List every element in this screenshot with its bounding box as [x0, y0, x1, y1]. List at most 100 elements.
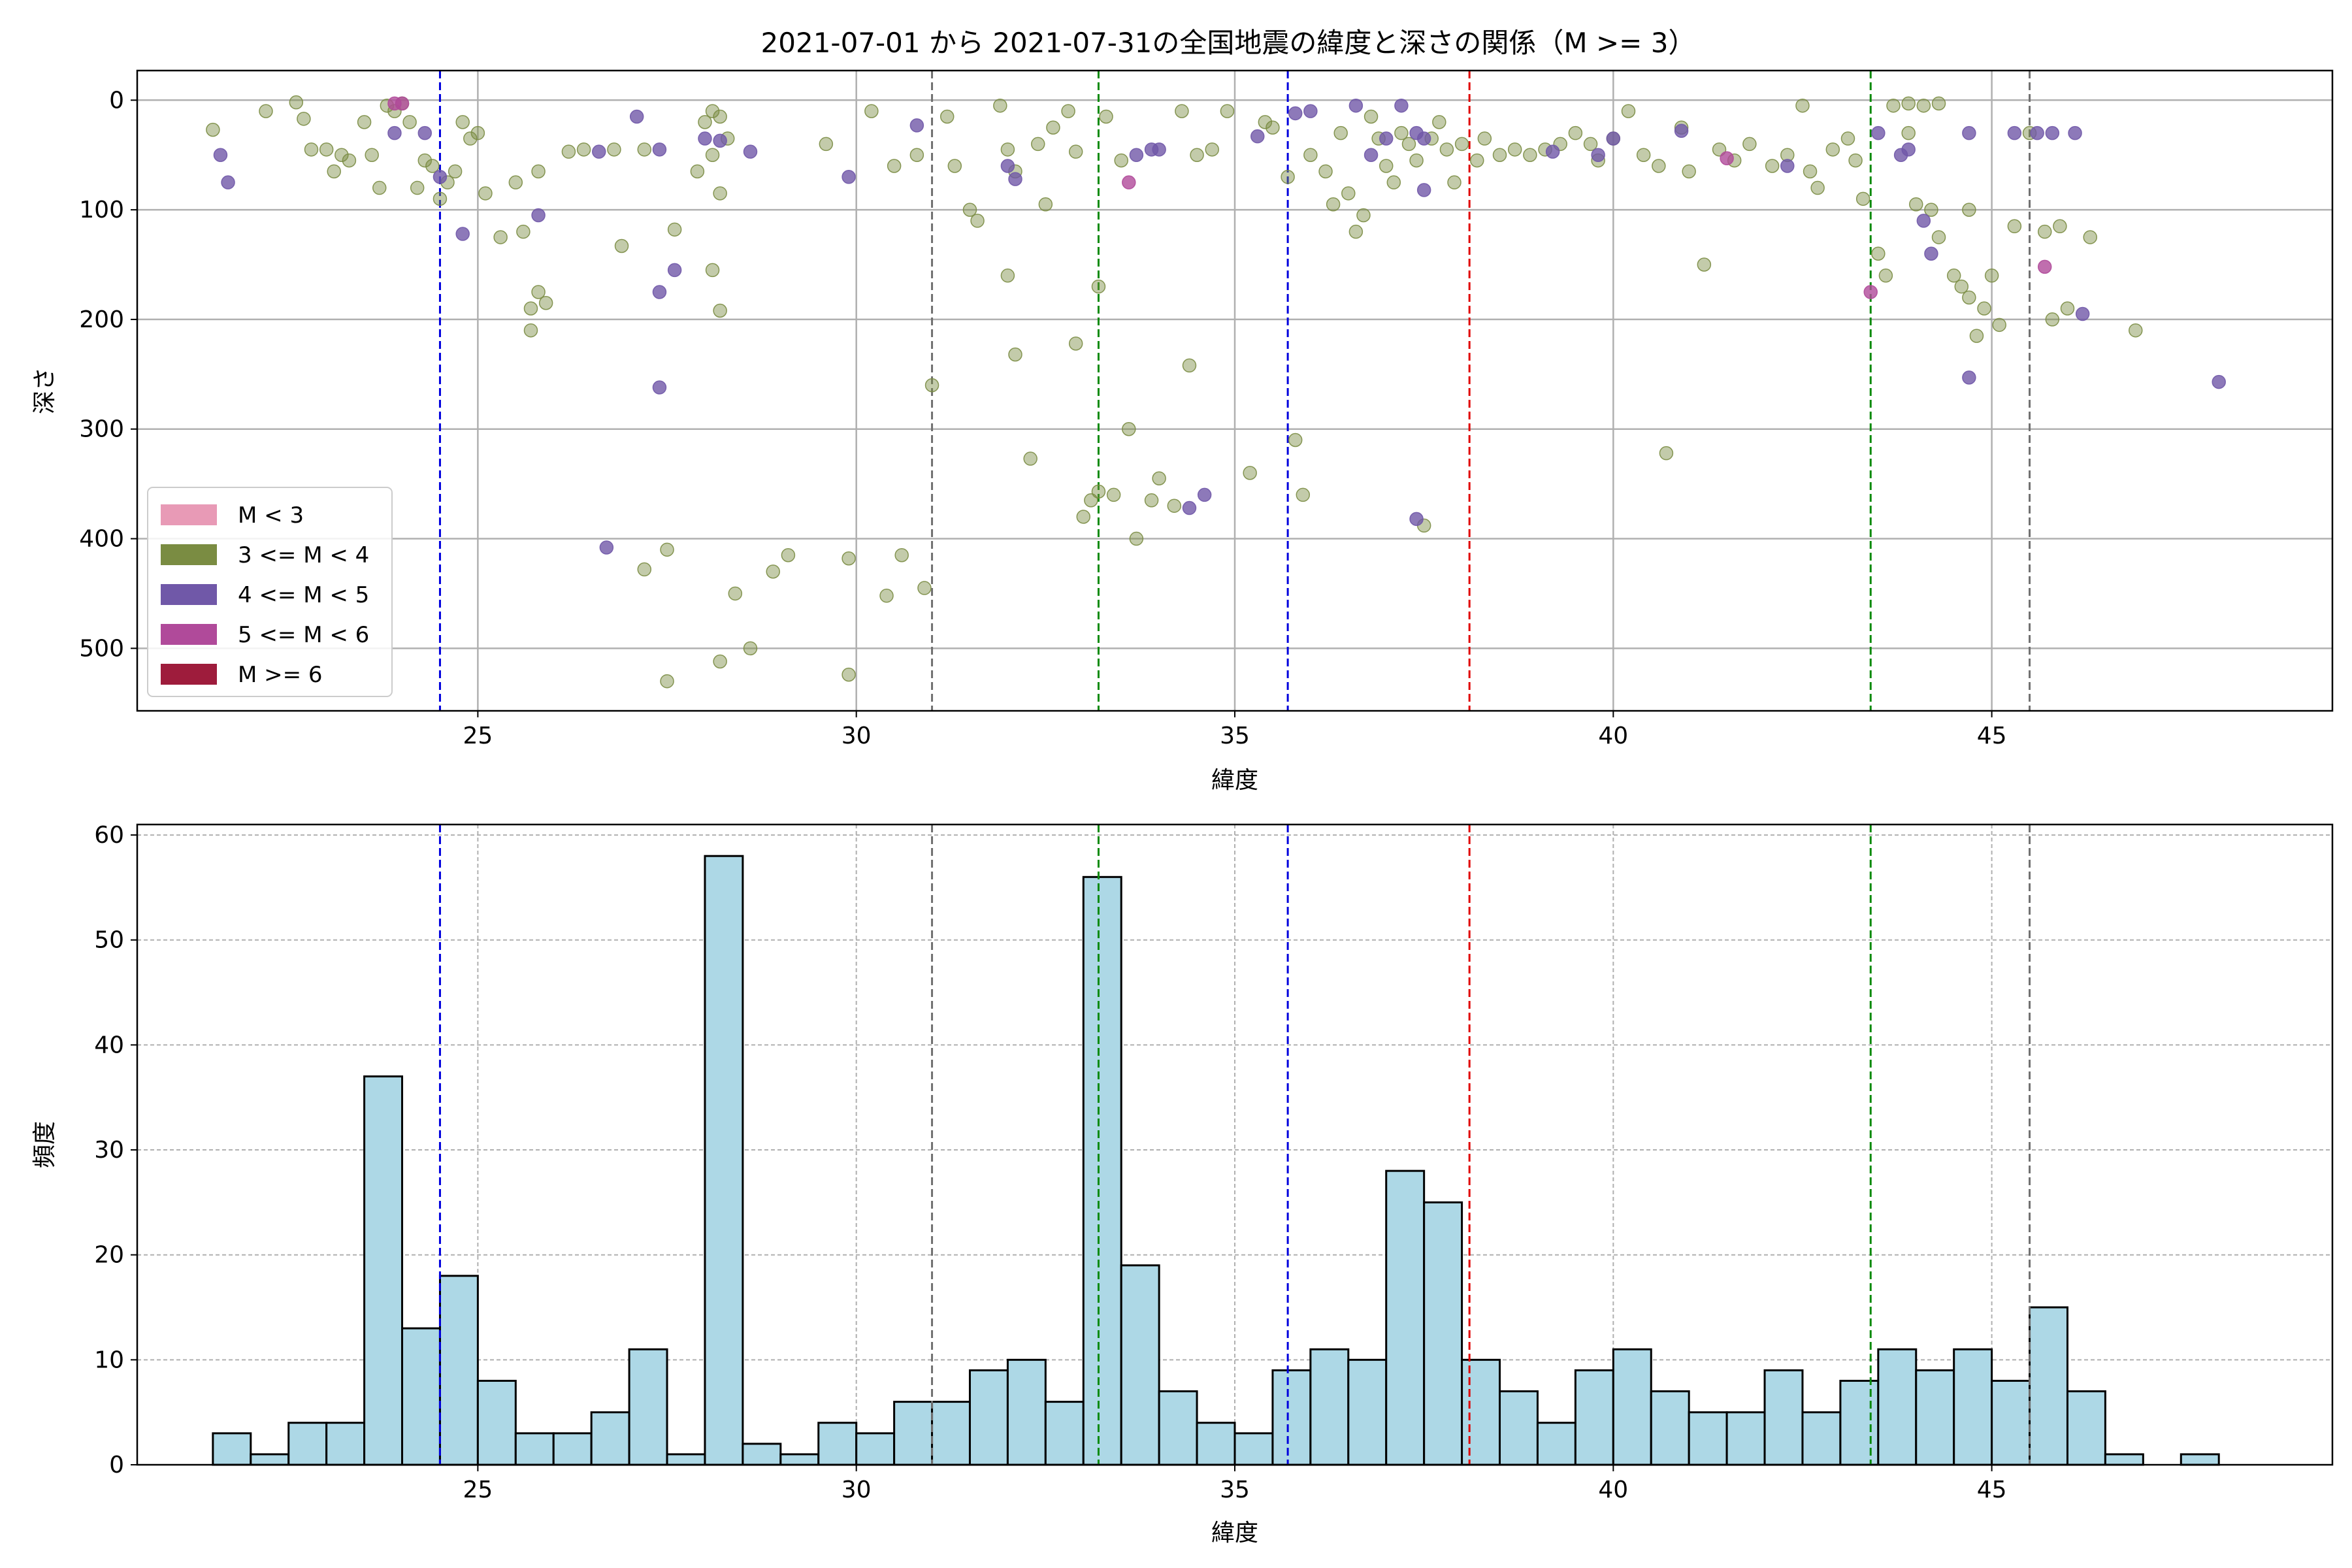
data-point [1303, 148, 1318, 162]
histogram-reference-lines [438, 825, 2031, 1465]
data-point [1901, 125, 1916, 140]
legend-swatch [161, 584, 217, 605]
data-point [743, 641, 758, 656]
data-point [1000, 269, 1015, 283]
data-point [1266, 120, 1280, 135]
histogram-bar [855, 1432, 896, 1466]
data-point [289, 95, 304, 110]
scatter-y-axis-label: 深さ [31, 367, 58, 414]
histogram-bar [1423, 1201, 1463, 1466]
data-point [1416, 183, 1431, 197]
data-point [1318, 164, 1333, 179]
data-point [395, 96, 410, 111]
data-point [1780, 159, 1795, 173]
data-point [402, 115, 417, 129]
data-point [705, 148, 720, 162]
y-tick-label: 200 [79, 306, 124, 333]
data-point [1152, 142, 1166, 157]
y-tick-label: 50 [94, 927, 124, 954]
histogram-bar [1536, 1422, 1576, 1466]
scatter-grid [137, 71, 2332, 711]
data-point [335, 148, 349, 162]
data-point [962, 203, 977, 217]
legend-label: 5 <= M < 6 [238, 622, 369, 648]
legend-label: M < 3 [238, 502, 304, 529]
data-point [372, 180, 387, 195]
data-point [1000, 142, 1015, 157]
data-point [455, 227, 470, 241]
y-tick-label: 500 [79, 635, 124, 662]
data-point [387, 125, 402, 140]
data-point [1954, 279, 1969, 294]
histogram-bar [1953, 1348, 1993, 1466]
data-point [698, 115, 712, 129]
x-tick-label: 35 [1220, 723, 1250, 749]
data-point [1931, 96, 1946, 111]
data-point [1182, 358, 1197, 373]
histogram-y-axis-label: 頻度 [31, 1121, 58, 1168]
histogram-bar [1120, 1264, 1160, 1466]
x-tick-label: 45 [1977, 1477, 2007, 1503]
data-point [728, 586, 743, 601]
data-point [1969, 329, 1984, 343]
histogram-bar [1461, 1358, 1501, 1466]
data-point [2037, 259, 2052, 274]
data-point [206, 122, 220, 137]
data-point [1068, 144, 1083, 159]
data-point [1606, 131, 1621, 146]
legend-label: 3 <= M < 4 [238, 542, 369, 568]
data-point [652, 142, 667, 157]
data-point [1197, 487, 1212, 502]
data-point [1303, 104, 1318, 118]
data-point [1470, 153, 1484, 168]
histogram-bar [931, 1401, 971, 1466]
histogram-bar [1877, 1348, 1918, 1466]
data-point [1871, 125, 1886, 140]
data-point [1477, 131, 1492, 146]
histogram-bar [325, 1422, 366, 1466]
histogram-bars [212, 855, 2220, 1466]
data-point [1924, 246, 1938, 261]
histogram-bar [628, 1348, 668, 1466]
x-tick-label: 40 [1598, 1477, 1628, 1503]
data-point [1848, 153, 1863, 168]
histogram-bar [1991, 1379, 2031, 1466]
data-point [1000, 159, 1015, 173]
data-point [1454, 137, 1469, 152]
data-point [576, 142, 591, 157]
histogram-bar [1271, 1369, 1312, 1466]
data-point [1803, 164, 1818, 179]
data-point [493, 230, 508, 244]
histogram-bar [1650, 1390, 1690, 1466]
data-point [213, 148, 228, 162]
histogram-bar [1347, 1358, 1388, 1466]
data-point [939, 109, 955, 124]
histogram-bar [1158, 1390, 1198, 1466]
histogram-bar [1839, 1379, 1880, 1466]
histogram-panel: 25 30 35 40 45 0 10 20 30 40 50 60 緯度 頻度 [31, 822, 2334, 1546]
data-point [2129, 323, 2143, 338]
data-point [1152, 471, 1166, 485]
data-point [1250, 129, 1265, 144]
histogram-x-ticks: 25 30 35 40 45 [463, 1465, 2007, 1503]
data-point [1379, 159, 1394, 173]
histogram-bar [1725, 1411, 1766, 1466]
data-point [463, 131, 478, 146]
data-point [1962, 370, 1976, 385]
data-point [864, 104, 879, 118]
data-point [538, 296, 553, 310]
data-point [1386, 175, 1401, 189]
histogram-bar [893, 1401, 934, 1466]
data-point [1409, 153, 1424, 168]
data-point [1106, 487, 1121, 502]
data-point [637, 562, 652, 577]
y-tick-label: 30 [94, 1137, 124, 1164]
histogram-bar [287, 1422, 328, 1466]
data-point [2037, 224, 2052, 239]
histogram-bar [1196, 1422, 1236, 1466]
data-point [841, 551, 856, 566]
histogram-bar [552, 1432, 593, 1466]
data-point [1175, 104, 1189, 118]
data-point [1356, 208, 1371, 223]
data-point [1296, 487, 1311, 502]
